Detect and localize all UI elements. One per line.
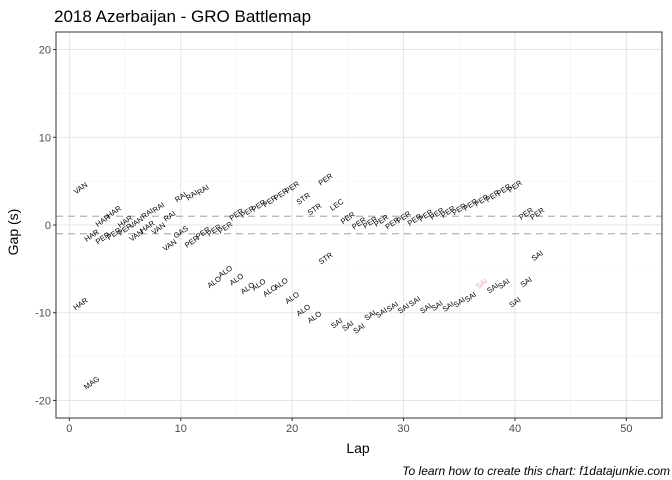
x-tick-label: 40 bbox=[509, 423, 521, 435]
chart-caption: To learn how to create this chart: f1dat… bbox=[402, 464, 670, 478]
y-tick-label: 10 bbox=[39, 132, 51, 144]
x-tick-label: 50 bbox=[620, 423, 632, 435]
y-tick-label: -20 bbox=[35, 395, 51, 407]
y-axis-label: Gap (s) bbox=[5, 209, 21, 256]
x-tick-label: 30 bbox=[397, 423, 409, 435]
x-tick-label: 10 bbox=[175, 423, 187, 435]
panel-border bbox=[55, 31, 663, 419]
x-tick-label: 20 bbox=[286, 423, 298, 435]
x-axis-label: Lap bbox=[346, 440, 370, 456]
y-tick-label: -10 bbox=[35, 308, 51, 320]
x-tick-label: 0 bbox=[66, 423, 72, 435]
chart-title: 2018 Azerbaijan - GRO Battlemap bbox=[54, 7, 311, 26]
y-tick-label: 20 bbox=[39, 45, 51, 57]
y-tick-label: 0 bbox=[45, 220, 51, 232]
